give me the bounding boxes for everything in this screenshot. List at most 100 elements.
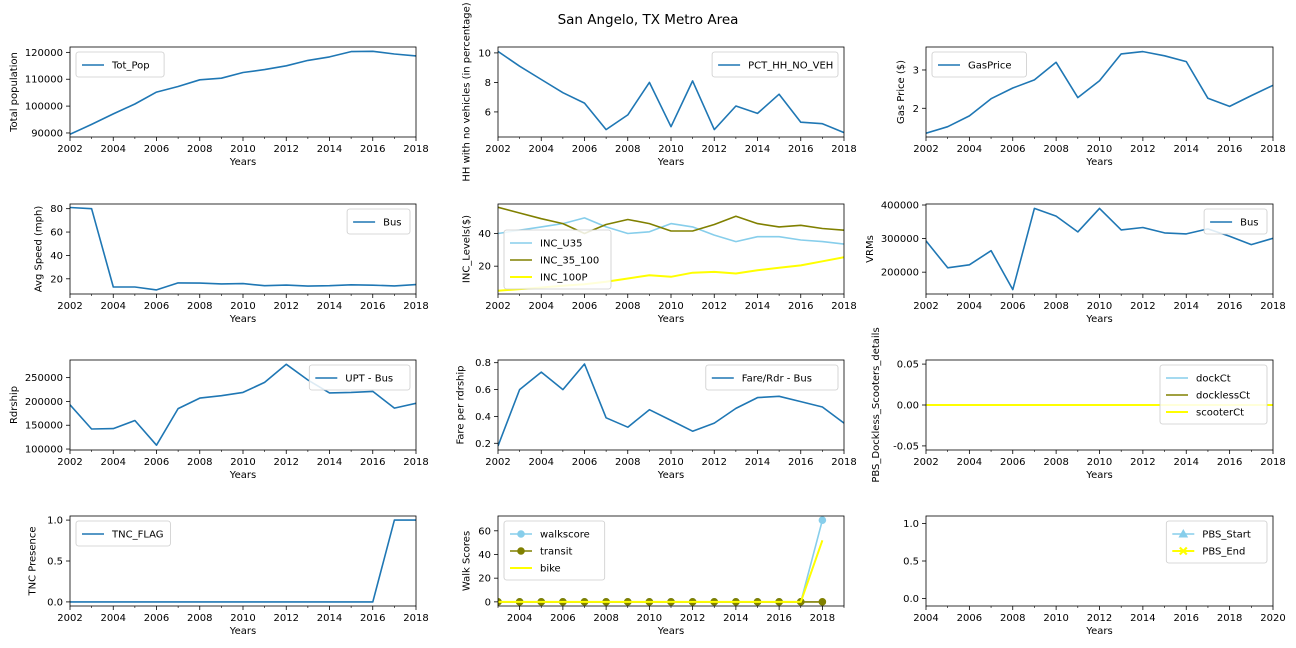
legend-box <box>1165 520 1268 564</box>
x-tick-label: 2014 <box>723 613 748 624</box>
y-tick-label: 0.05 <box>897 360 919 371</box>
x-tick-label: 2002 <box>913 144 938 155</box>
plot-area <box>70 206 416 291</box>
legend-marker <box>517 530 525 538</box>
y-tick-label: 200000 <box>881 268 919 279</box>
y-tick-label: 150000 <box>25 421 63 432</box>
x-tick-label: 2006 <box>1000 144 1025 155</box>
x-tick-label: 2012 <box>274 613 299 624</box>
y-axis-label: Walk Scores <box>462 531 473 591</box>
plot-area <box>498 516 827 606</box>
y-axis-label: INC_Levels($) <box>462 215 473 283</box>
x-tick-label: 2010 <box>230 613 255 624</box>
legend-label: PBS_End <box>1202 547 1245 558</box>
x-tick-label: 2012 <box>274 301 299 312</box>
x-tick-label: 2018 <box>831 301 856 312</box>
x-tick-label: 2008 <box>187 144 212 155</box>
x-tick-label: 2004 <box>957 144 982 155</box>
x-tick-label: 2006 <box>144 301 169 312</box>
plot-area <box>70 519 416 603</box>
y-tick-label: 250000 <box>25 373 63 384</box>
legend-label: Bus <box>1240 218 1258 229</box>
x-tick-label: 2010 <box>1087 457 1112 468</box>
plot-area <box>70 363 416 447</box>
x-tick-label: 2016 <box>788 144 813 155</box>
y-axis-label: Gas Price ($) <box>896 60 907 124</box>
x-tick-label: 2014 <box>745 301 770 312</box>
x-tick-label: 2018 <box>831 457 856 468</box>
x-tick-label: 2014 <box>745 144 770 155</box>
plot-area <box>70 50 416 136</box>
x-tick-label: 2006 <box>1000 301 1025 312</box>
y-axis-label: Fare per rdrship <box>455 365 466 444</box>
legend: TNC_FLAG <box>75 520 171 547</box>
x-tick-label: 2010 <box>230 144 255 155</box>
y-tick-label: 2 <box>913 104 919 115</box>
x-tick-label: 2012 <box>680 613 705 624</box>
x-tick-label: 2010 <box>1043 613 1068 624</box>
x-tick-label: 2006 <box>572 144 597 155</box>
series-line-1 <box>498 217 844 245</box>
x-axis-label: Years <box>229 626 256 637</box>
x-tick-label: 2006 <box>957 613 982 624</box>
x-tick-label: 2002 <box>485 457 510 468</box>
x-tick-label: 2012 <box>702 457 727 468</box>
x-tick-label: 2016 <box>1217 301 1242 312</box>
legend-box <box>1159 364 1268 425</box>
x-tick-label: 2012 <box>1130 457 1155 468</box>
legend-box <box>308 364 411 391</box>
y-tick-label: 110000 <box>25 75 63 86</box>
legend-box <box>75 520 171 547</box>
y-tick-label: 200000 <box>25 397 63 408</box>
x-tick-label: 2006 <box>572 301 597 312</box>
x-tick-label: 2018 <box>1260 301 1285 312</box>
x-tick-label: 2004 <box>101 613 126 624</box>
legend-label: walkscore <box>540 530 590 541</box>
x-tick-label: 2012 <box>702 301 727 312</box>
legend-box <box>931 51 1027 78</box>
x-tick-label: 2008 <box>1043 301 1068 312</box>
legend-label: bike <box>540 564 561 575</box>
x-axis-label: Years <box>657 626 684 637</box>
y-tick-label: 300000 <box>881 234 919 245</box>
x-tick-label: 2006 <box>572 457 597 468</box>
chart-panel-8: 2002 2004 2006 2008 2010 2012 2014 2016 2018 0.2 0… <box>455 358 856 481</box>
x-tick-label: 2008 <box>615 457 640 468</box>
x-tick-label: 2014 <box>1174 301 1199 312</box>
legend-label: scooterCt <box>1196 408 1244 419</box>
x-tick-label: 2016 <box>1174 613 1199 624</box>
y-tick-label: 40 <box>50 251 63 262</box>
y-tick-label: 0.0 <box>47 597 63 608</box>
x-axis-label: Years <box>229 157 256 168</box>
x-tick-label: 2004 <box>913 613 938 624</box>
x-axis-label: Years <box>1085 470 1112 481</box>
legend-label: INC_35_100 <box>540 256 599 267</box>
x-axis-label: Years <box>657 314 684 325</box>
x-tick-label: 2018 <box>403 457 428 468</box>
legend: UPT - Bus <box>308 364 411 391</box>
legend-label: PBS_Start <box>1202 530 1251 541</box>
y-tick-label: 60 <box>478 526 491 537</box>
legend-box <box>705 364 839 391</box>
legend-box <box>503 520 606 581</box>
x-tick-label: 2018 <box>403 144 428 155</box>
legend: PBS_Start PBS_End <box>1165 520 1268 564</box>
legend: INC_U35 INC_35_100 INC_100P <box>503 229 612 290</box>
y-tick-label: 100000 <box>25 445 63 456</box>
y-tick-label: -0.05 <box>893 441 919 452</box>
legend: Bus <box>346 208 411 235</box>
legend-label: Fare/Rdr - Bus <box>742 374 812 385</box>
x-tick-label: 2010 <box>637 613 662 624</box>
y-tick-label: 90000 <box>31 128 63 139</box>
x-tick-label: 2008 <box>187 301 212 312</box>
legend: GasPrice <box>931 51 1027 78</box>
x-tick-label: 2016 <box>1217 457 1242 468</box>
legend-label: transit <box>540 547 572 558</box>
x-tick-label: 2014 <box>1174 144 1199 155</box>
legend-label: docklessCt <box>1196 391 1250 402</box>
x-axis-label: Years <box>657 470 684 481</box>
x-tick-label: 2002 <box>57 144 82 155</box>
legend-box <box>75 51 165 78</box>
y-tick-label: 0.0 <box>903 594 919 605</box>
